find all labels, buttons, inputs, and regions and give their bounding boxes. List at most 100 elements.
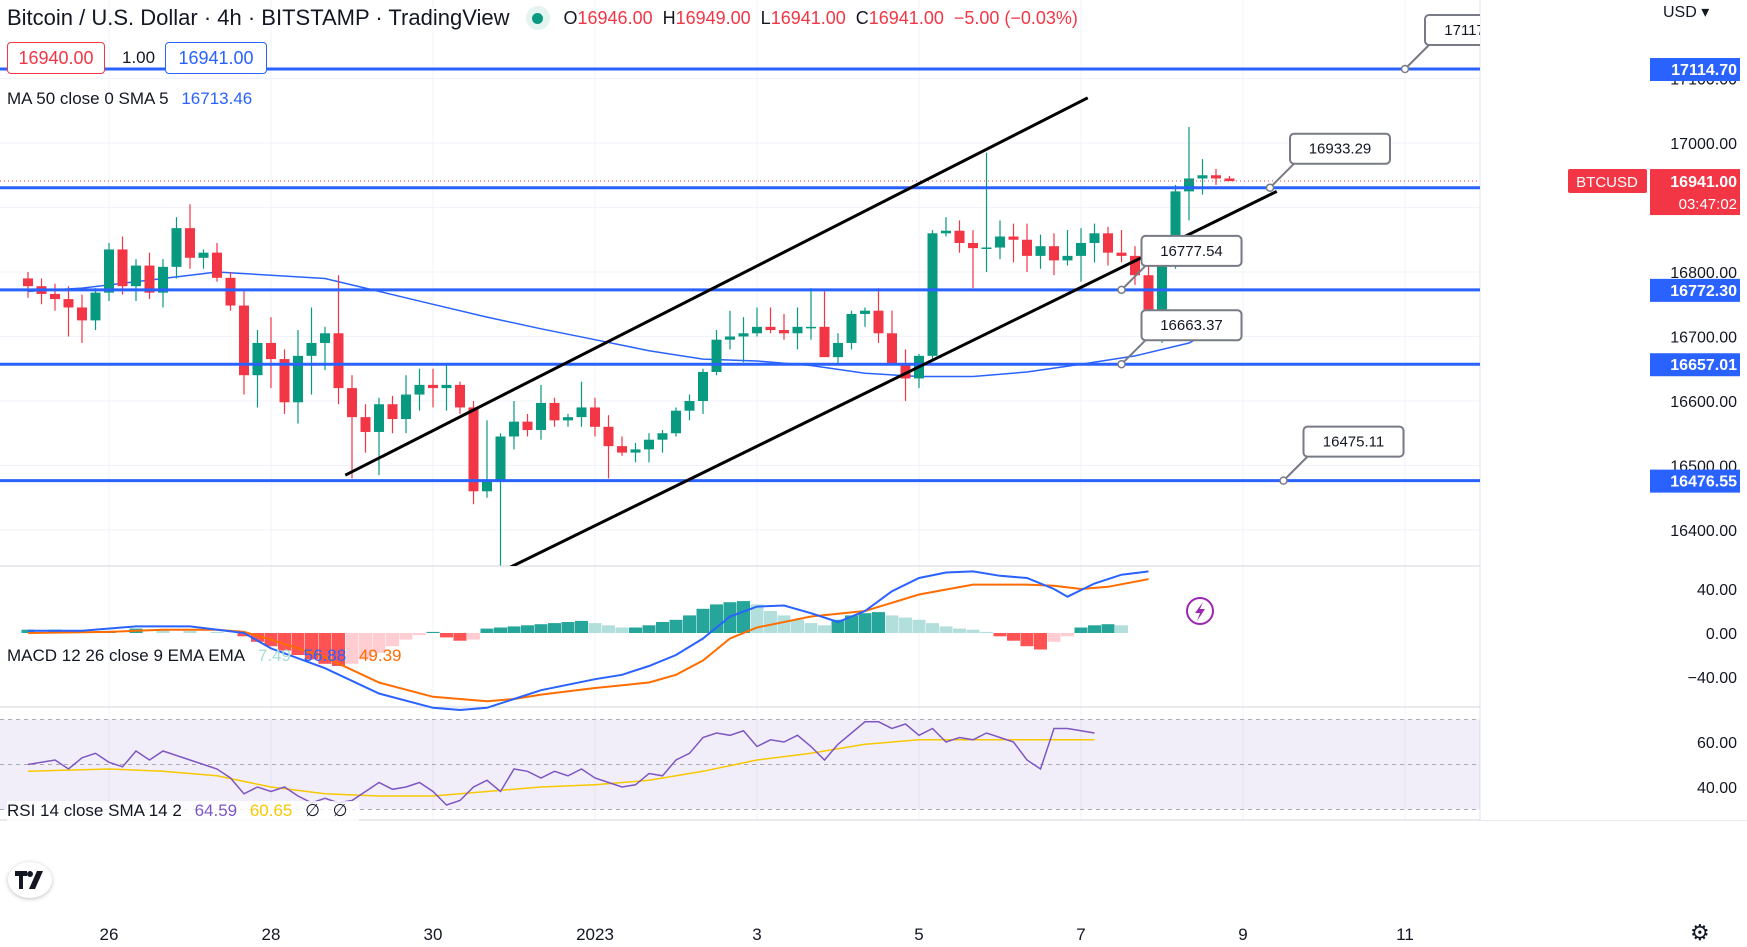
candle: [1184, 126, 1194, 221]
price-tick-label: 17000.00: [1670, 136, 1737, 153]
candle-body: [900, 363, 911, 379]
candle: [671, 407, 681, 437]
candle: [860, 307, 870, 327]
ma-legend[interactable]: MA 50 close 0 SMA 5 16713.46: [7, 89, 260, 109]
macd-hist-bar: [1047, 633, 1061, 642]
candle-body: [590, 407, 600, 427]
macd-hist-bar: [345, 633, 359, 664]
callout-anchor: [1117, 359, 1126, 369]
candle: [1224, 175, 1235, 182]
level-price-text: 17114.70: [1671, 62, 1737, 79]
candle-body: [360, 417, 371, 432]
macd-hist-bar: [764, 611, 777, 633]
macd-hist-bar: [1101, 624, 1115, 633]
current-price-text: 16941.00: [1670, 174, 1737, 191]
macd-hist-bar: [386, 633, 399, 647]
macd-hist-bar: [696, 608, 710, 633]
level-price-label: 16476.55: [1650, 469, 1740, 493]
candle-body: [1143, 275, 1154, 318]
macd-hist-bar: [359, 633, 372, 660]
macd-hist-bar: [831, 619, 845, 633]
candle-body: [185, 228, 195, 258]
candle: [279, 349, 290, 414]
level-price-text: 16476.55: [1670, 474, 1737, 491]
grid-lines: [0, 0, 1480, 820]
candle-body: [401, 394, 411, 420]
candle-body: [104, 249, 114, 293]
rsi-sma-line: [27, 739, 1095, 797]
macd-hist-bar: [1061, 633, 1074, 637]
ma-legend-value: 16713.46: [181, 89, 253, 108]
candle: [455, 381, 465, 414]
candle: [131, 259, 141, 302]
candle: [617, 436, 627, 456]
candle: [644, 433, 654, 463]
callout-label: 16475.11: [1323, 434, 1384, 451]
candle-body: [495, 436, 506, 482]
price-tick-label: 16400.00: [1670, 523, 1737, 540]
macd-value: 56.88: [303, 646, 347, 665]
candle: [158, 259, 168, 308]
candle: [806, 288, 816, 340]
candle-body: [131, 265, 141, 287]
price-tag-bg: [1650, 169, 1740, 216]
candle-body: [144, 265, 155, 293]
macd-hist-bar: [278, 633, 291, 651]
level-price-text: 16657.01: [1670, 357, 1737, 374]
candle-body: [225, 277, 236, 306]
macd-hist-bar: [305, 633, 318, 660]
candle-body: [752, 326, 762, 334]
macd-hist-bar: [642, 625, 656, 633]
candle: [603, 415, 614, 479]
candle: [563, 413, 573, 427]
candle-body: [441, 384, 452, 389]
macd-legend[interactable]: MACD 12 26 close 9 EMA EMA 7.49 56.88 49…: [7, 646, 409, 666]
candle-body: [171, 228, 182, 267]
time-tick-label: 3: [752, 925, 761, 944]
candle-body: [1211, 175, 1221, 179]
candle: [522, 413, 533, 437]
candle: [23, 272, 33, 298]
gear-icon[interactable]: ⚙: [1690, 920, 1710, 945]
macd-hist-bar: [885, 615, 899, 633]
price-callout: 16777.54: [1117, 234, 1243, 295]
buy-price-button[interactable]: 16941.00: [165, 42, 267, 74]
callout-anchor: [1400, 64, 1410, 74]
callout-box: [1140, 309, 1243, 342]
candle-body: [819, 326, 830, 358]
macd-hist-bar: [683, 615, 696, 633]
macd-hist-bar: [534, 624, 548, 633]
candle: [266, 317, 276, 389]
rsi-legend-label: RSI 14 close SMA 14 2: [7, 801, 182, 820]
rsi-legend[interactable]: RSI 14 close SMA 14 2 64.59 60.65 ∅ ∅: [7, 801, 360, 821]
lightning-icon: [1186, 597, 1214, 625]
ma-line: [27, 271, 1217, 378]
callout-label: 16933.29: [1309, 141, 1372, 158]
callout-pointer: [1282, 453, 1311, 482]
candle-body: [428, 384, 438, 389]
callout-box: [1302, 425, 1405, 458]
macd-hist-bar: [561, 622, 575, 633]
macd-hist-bar: [656, 622, 669, 633]
macd-hist-bar: [845, 615, 858, 633]
macd-hist-bar: [966, 629, 980, 633]
macd-hist-bar: [939, 626, 953, 633]
candle-body: [1062, 255, 1073, 261]
time-tick-label: 9: [1238, 925, 1247, 944]
ohlc-l: L16941.00: [760, 7, 846, 28]
candle-body: [671, 410, 681, 434]
price-callout: 16475.11: [1279, 425, 1405, 485]
symbol-title[interactable]: Bitcoin / U.S. Dollar · 4h · BITSTAMP · …: [7, 5, 510, 30]
candle: [1116, 230, 1127, 263]
candle: [50, 283, 60, 311]
spread-value: 1.00: [122, 48, 156, 67]
callout-box: [1140, 234, 1243, 267]
currency-selector[interactable]: USD ▾: [1663, 2, 1709, 22]
macd-hist-bar: [791, 619, 804, 633]
macd-hist-bar: [1034, 633, 1047, 650]
sell-price-button[interactable]: 16940.00: [7, 42, 105, 74]
candle: [657, 430, 668, 453]
price-tick-label: 16800.00: [1670, 265, 1737, 282]
tradingview-logo-icon[interactable]: [8, 862, 52, 898]
